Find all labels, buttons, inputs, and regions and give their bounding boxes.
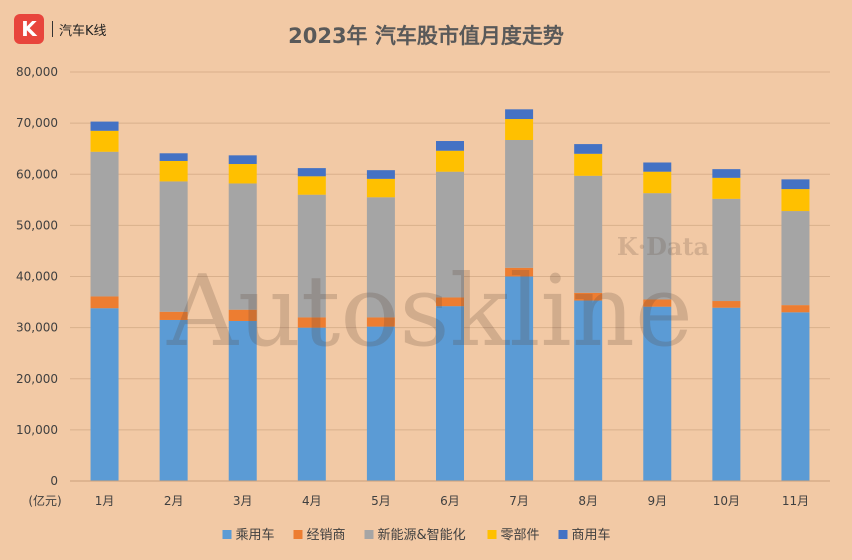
bar-segment [159, 181, 188, 312]
legend-label: 经销商 [307, 528, 346, 543]
bar-segment [574, 153, 603, 176]
bar-segment [366, 178, 395, 198]
brand-logo: K 汽车K线 [14, 14, 107, 44]
bar-segment [228, 164, 257, 184]
legend-swatch [222, 530, 232, 539]
bar-segment [781, 179, 810, 190]
bar-segment [159, 153, 188, 161]
bar-segment [366, 197, 395, 318]
legend-label: 零部件 [501, 528, 540, 543]
legend-swatch [364, 530, 374, 539]
y-tick-label: 0 [50, 474, 58, 488]
bar-segment [159, 160, 188, 182]
bar-segment [643, 193, 672, 300]
x-tick-label: 10月 [713, 494, 740, 508]
bar-segment [712, 169, 741, 178]
bar-segment [90, 308, 119, 481]
bar-segment [574, 144, 603, 154]
y-tick-label: 40,000 [16, 270, 58, 284]
bar-segment [436, 297, 464, 307]
bar-segment [366, 326, 395, 481]
bar-segment [297, 168, 326, 177]
bar-segment [712, 301, 741, 308]
bar-segment [297, 327, 326, 481]
bar-segment [297, 317, 326, 328]
chart-title: 2023年 汽车股市值月度走势 [288, 24, 564, 48]
bar-segment [228, 155, 257, 165]
y-tick-label: 20,000 [16, 372, 58, 386]
bar-segment [505, 267, 534, 277]
bar-segment [90, 151, 119, 297]
bar-segment [90, 296, 119, 309]
bar-segment [781, 312, 810, 481]
bar-segment [712, 177, 741, 199]
x-tick-label: 11月 [782, 494, 809, 508]
bar-segment [574, 292, 603, 301]
bar-segment [505, 276, 534, 481]
bar-segment [574, 300, 603, 481]
bar-segment [643, 299, 672, 307]
brand-name: 汽车K线 [59, 23, 107, 39]
watermark-subtext: K·Data [617, 232, 709, 261]
x-tick-label: 4月 [302, 494, 322, 508]
legend-swatch [293, 530, 303, 539]
bar-segment [643, 306, 672, 481]
x-tick-label: 3月 [233, 494, 253, 508]
bar-segment [781, 211, 810, 306]
bar-segment [297, 194, 326, 318]
y-tick-label: 10,000 [16, 423, 58, 437]
bar-segment [505, 109, 534, 120]
bar-segment [574, 175, 603, 293]
x-tick-label: 7月 [509, 494, 529, 508]
bar-segment [228, 309, 257, 321]
y-tick-label: 80,000 [16, 65, 58, 79]
bar-segment [712, 198, 741, 302]
bar-segment [90, 121, 119, 131]
bar-segment [436, 171, 464, 298]
bar-segment [366, 317, 395, 327]
bar-segment [505, 119, 534, 140]
bar-segment [781, 189, 810, 212]
bar-segment [712, 307, 741, 481]
bar-segment [436, 150, 464, 172]
bar-segment [505, 139, 534, 268]
x-tick-label: 5月 [371, 494, 391, 508]
bar-segment [159, 311, 188, 320]
k-logo-icon: K [14, 14, 44, 44]
logo-divider [52, 21, 53, 37]
legend-label: 新能源&智能化 [378, 527, 466, 543]
x-tick-label: 6月 [440, 494, 460, 508]
bar-segment [90, 130, 119, 152]
bar-segment [781, 305, 810, 313]
bar-segment [297, 176, 326, 195]
x-tick-label: 9月 [647, 494, 667, 508]
legend-swatch [558, 530, 568, 539]
y-axis-unit-label: (亿元) [28, 493, 61, 508]
bar-segment [159, 319, 188, 481]
bar-segment [228, 183, 257, 310]
bar-segment [366, 170, 395, 179]
bar-segment [643, 171, 672, 194]
bar-segment [643, 162, 672, 172]
y-tick-label: 60,000 [16, 167, 58, 181]
legend-swatch [487, 530, 497, 539]
x-tick-label: 8月 [578, 494, 598, 508]
x-tick-label: 2月 [164, 494, 184, 508]
y-tick-label: 30,000 [16, 321, 58, 335]
legend-label: 商用车 [572, 527, 611, 543]
y-tick-label: 50,000 [16, 218, 58, 232]
x-tick-label: 1月 [95, 494, 115, 508]
y-tick-label: 70,000 [16, 116, 58, 130]
bar-segment [436, 306, 464, 481]
bar-segment [436, 141, 464, 151]
watermark-text: Autoskline [166, 255, 693, 369]
legend-label: 乘用车 [236, 527, 275, 543]
bar-segment [228, 320, 257, 481]
